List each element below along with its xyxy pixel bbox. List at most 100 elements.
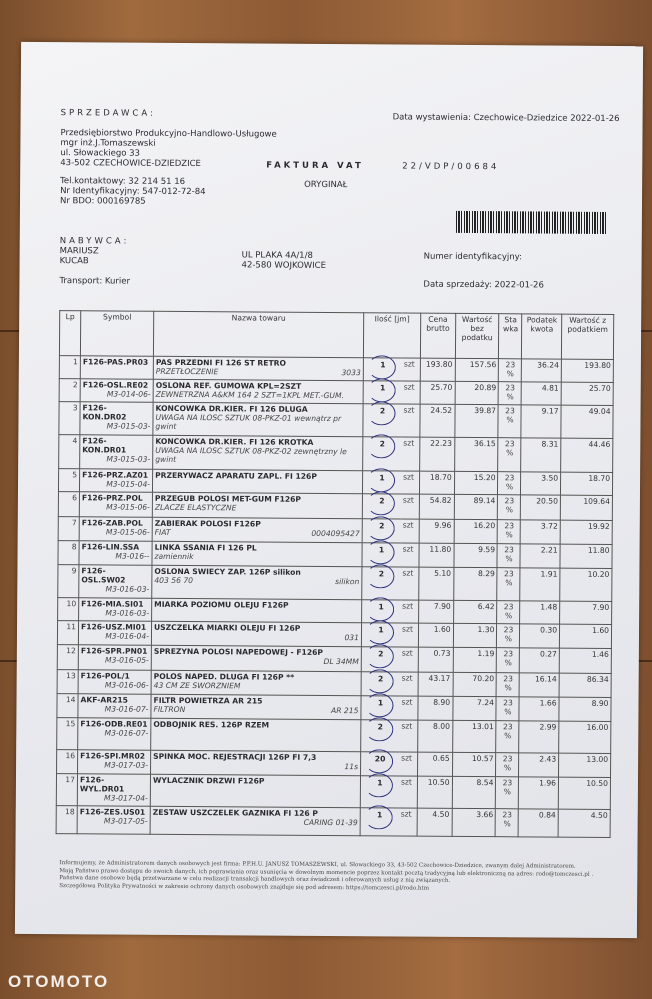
barcode	[455, 210, 608, 234]
handwritten-circle	[365, 644, 394, 669]
item-net-value: 20.89	[474, 383, 497, 393]
item-price-gross: 10.50	[427, 777, 450, 787]
handwritten-circle	[364, 773, 394, 798]
invoice-title: FAKTURA VAT	[266, 160, 364, 172]
item-symbol: F126-USZ.MI01	[81, 622, 147, 632]
item-unit: szt	[401, 697, 413, 707]
item-tax-amount: 20.50	[536, 496, 559, 506]
item-price-gross: 0.73	[433, 648, 451, 658]
item-net-value: 9.59	[478, 545, 496, 555]
item-gross-value: 25.70	[588, 383, 611, 393]
header-qty: Ilość [jm]	[363, 312, 421, 359]
item-price-gross: 22.23	[430, 438, 452, 448]
seller-heading: SPRZEDAWCA:	[60, 108, 156, 119]
issue-date: Data wystawienia: Czechowice-Dziedzice 2…	[392, 112, 620, 125]
item-location-code: M3-016-06-	[104, 680, 149, 690]
item-gross-value: 193.80	[584, 360, 611, 370]
item-name: WYLACZNIK DRZWI F126P	[152, 775, 265, 786]
item-vat-rate: 23 %	[504, 439, 515, 458]
item-symbol: F126-PRZ.POL	[81, 493, 143, 503]
item-vat-rate: 23 %	[504, 521, 515, 540]
item-tax-amount: 1.91	[540, 569, 558, 579]
item-net-value: 89.14	[473, 496, 496, 506]
item-description-extra: 3033	[341, 368, 361, 378]
item-gross-value: 44.46	[588, 439, 611, 449]
item-unit: szt	[403, 438, 415, 448]
header-price: Cena brutto	[420, 313, 456, 359]
item-unit: szt	[401, 673, 413, 683]
handwritten-circle	[367, 378, 396, 403]
item-description: PRZETŁOCZENIE	[155, 366, 219, 377]
transport: Transport: Kurier	[59, 276, 131, 287]
item-tax-amount: 9.17	[541, 406, 559, 416]
buyer-last-name: KUCAB	[59, 256, 89, 267]
item-unit: szt	[401, 721, 413, 731]
item-location-code: M3-015-03-	[106, 421, 151, 431]
item-location-code: M3-015-04-	[106, 479, 151, 489]
buyer-id-label: Numer identyfikacyjny:	[423, 251, 522, 263]
item-vat-rate: 23 %	[502, 754, 513, 773]
item-symbol: F126-ZAB.POL	[81, 518, 143, 528]
item-symbol: AKF-AR215	[80, 695, 129, 705]
item-gross-value: 10.50	[586, 778, 608, 788]
item-price-gross: 18.70	[429, 472, 452, 482]
item-gross-value: 1.46	[591, 649, 609, 659]
item-location-code: M3-017-04-	[104, 793, 148, 803]
header-name: Nazwa towaru	[153, 311, 364, 358]
item-net-value: 39.87	[474, 406, 497, 416]
item-symbol: F126-KON.DR02	[82, 403, 127, 422]
item-description-extra: 11s	[344, 762, 359, 772]
item-net-value: 1.19	[477, 649, 495, 659]
item-tax-amount: 2.43	[539, 754, 557, 764]
header-net: Wartość bez podatku	[455, 313, 500, 359]
item-vat-rate: 23 %	[504, 569, 514, 588]
handwritten-circle	[365, 620, 395, 645]
item-price-gross: 1.60	[433, 624, 451, 634]
handwritten-circle	[367, 355, 396, 380]
item-location-code: M3-015-06-	[106, 502, 150, 512]
item-vat-rate: 23 %	[503, 625, 514, 644]
item-symbol: F126-PRZ.AZ01	[82, 470, 149, 480]
item-symbol: F126-MIA.SI01	[81, 599, 144, 609]
header-lp: Lp	[59, 310, 81, 356]
item-price-gross: 9.96	[434, 520, 452, 530]
header-gross: Wartość z podatkiem	[561, 314, 614, 360]
table-row: 18 F126-ZES.US01 M3-017-05- ZESTAW USZCZELE…	[56, 805, 611, 838]
item-gross-value: 11.80	[587, 545, 610, 555]
row-number: 9	[71, 566, 77, 576]
item-unit: szt	[403, 472, 415, 482]
handwritten-circle	[365, 717, 394, 742]
row-number: 8	[71, 542, 77, 552]
item-description: UWAGA NA ILOSC SZTUK 08-PKZ-01 wewnątrz …	[155, 412, 342, 431]
item-location-code: M3-014-06-	[106, 389, 151, 399]
item-unit: szt	[402, 601, 414, 611]
item-symbol: F126-LIN.SSA	[81, 542, 140, 552]
handwritten-circle	[366, 564, 395, 589]
item-tax-amount: 8.31	[541, 439, 559, 449]
item-vat-rate: 23 %	[504, 473, 515, 492]
item-location-code: M3-017-03-	[104, 760, 149, 770]
handwritten-circle	[366, 491, 395, 516]
item-symbol: F126-KON.DR01	[82, 436, 127, 455]
row-number: 16	[65, 751, 76, 761]
item-tax-amount: 16.14	[534, 674, 557, 684]
item-gross-value: 7.90	[592, 602, 610, 612]
item-unit: szt	[403, 382, 415, 392]
item-name: ZABIERAK POLOSI F126P	[154, 518, 261, 529]
item-description: FIAT	[154, 527, 171, 537]
item-net-value: 8.54	[476, 778, 494, 788]
table-row: 4 F126-KON.DR01 M3-015-03- KONCOWKA DR.KIER…	[58, 434, 613, 473]
item-vat-rate: 23 %	[502, 722, 513, 741]
item-vat-rate: 23 %	[505, 360, 516, 379]
row-number: 17	[65, 775, 76, 785]
handwritten-circle	[366, 468, 396, 493]
item-price-gross: 54.82	[429, 495, 452, 505]
item-tax-amount: 3.50	[541, 473, 559, 483]
table-row: 15 F126-ODB.RE01 M3-016-07- ODBOJNIK RES. 1…	[56, 717, 611, 754]
item-gross-value: 8.90	[591, 698, 609, 708]
privacy-notice: Informujemy, że Administratorem danych o…	[59, 860, 593, 894]
handwritten-circle	[366, 597, 395, 622]
item-net-value: 8.29	[477, 569, 495, 579]
item-gross-value: 10.20	[587, 569, 610, 579]
item-tax-amount: 1.96	[539, 778, 557, 788]
